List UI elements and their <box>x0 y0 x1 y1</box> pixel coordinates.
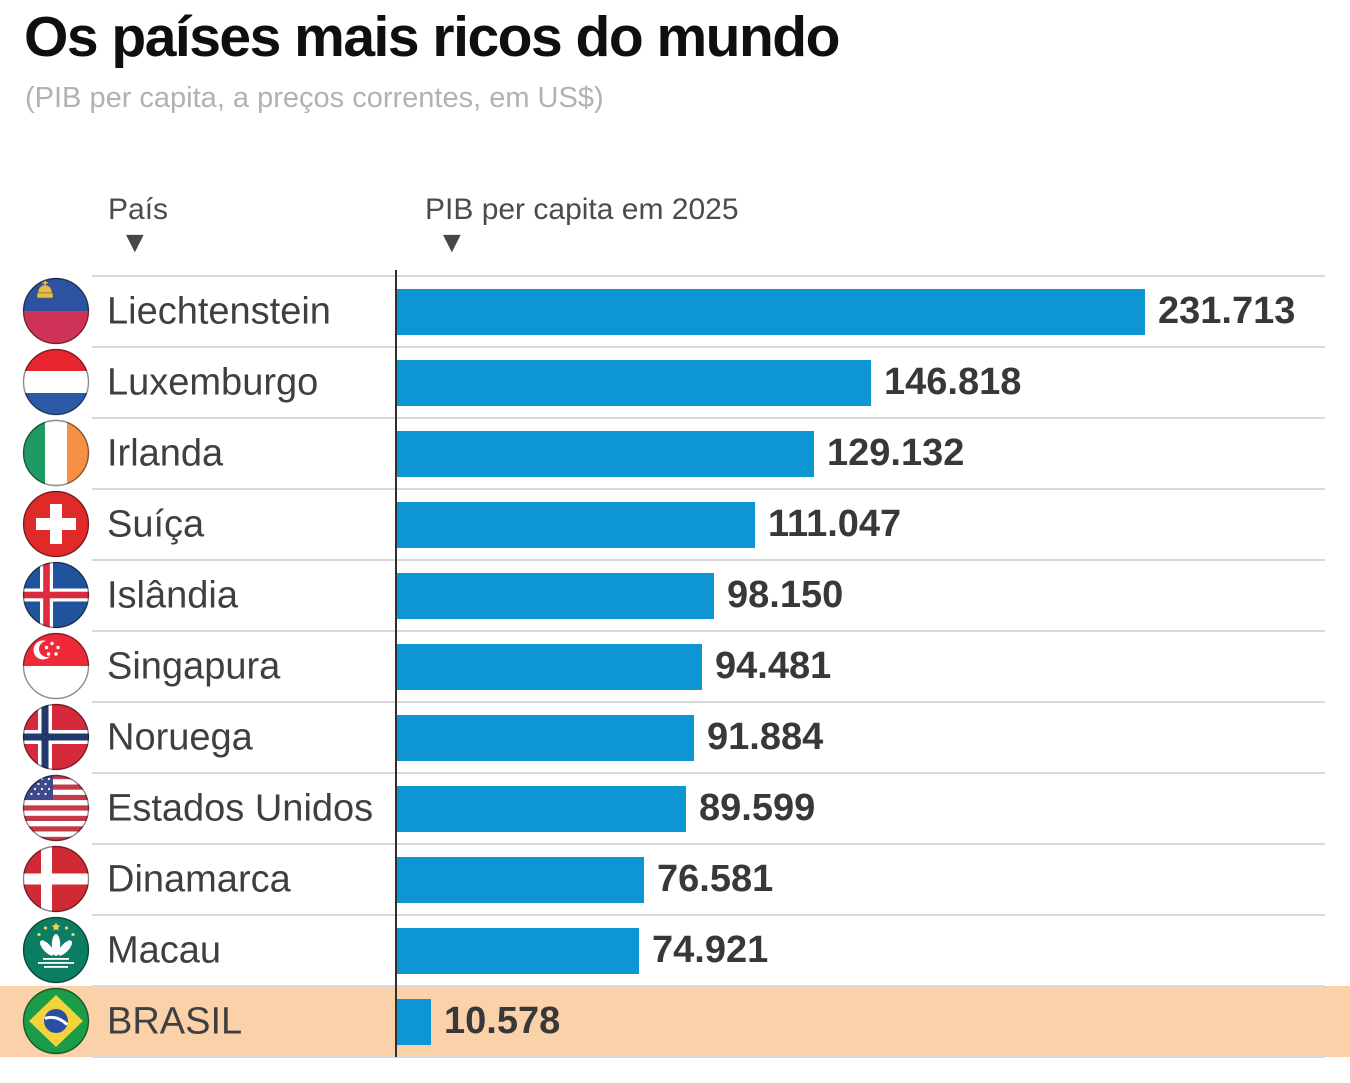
bar-track: 10.578 <box>397 986 1350 1057</box>
table-bottom-divider <box>92 1056 1325 1058</box>
bar-value: 94.481 <box>715 645 832 687</box>
flag-singapura-icon <box>22 632 90 700</box>
country-name: Luxemburgo <box>107 361 319 403</box>
flag-brasil-icon <box>22 987 90 1055</box>
flag-luxemburgo-icon <box>22 348 90 416</box>
chart-axis-line <box>395 270 397 1057</box>
bar-dinamarca <box>397 856 644 903</box>
bar-track: 98.150 <box>397 560 1350 631</box>
table-row: Islândia 98.150 <box>0 559 1350 631</box>
table-row-highlight-brasil: BRASIL 10.578 <box>0 985 1350 1057</box>
table-row: Luxemburgo 146.818 <box>0 346 1350 418</box>
flag-suica-icon <box>22 490 90 558</box>
country-name: Estados Unidos <box>107 787 374 829</box>
bar-value: 98.150 <box>727 574 844 616</box>
country-name: Liechtenstein <box>107 290 331 332</box>
bar-track: 129.132 <box>397 418 1350 489</box>
bar-value: 89.599 <box>699 787 816 829</box>
bar-value: 76.581 <box>657 858 774 900</box>
flag-islandia-icon <box>22 561 90 629</box>
bar-track: 111.047 <box>397 489 1350 560</box>
bar-liechtenstein <box>397 288 1145 335</box>
bar-value: 231.713 <box>1158 290 1296 332</box>
bar-luxemburgo <box>397 359 871 406</box>
bar-value: 111.047 <box>768 503 902 545</box>
table-row: Suíça 111.047 <box>0 488 1350 560</box>
flag-estados-unidos-icon <box>22 774 90 842</box>
column-header-country: País <box>108 193 169 226</box>
bar-track: 94.481 <box>397 631 1350 702</box>
country-name: Noruega <box>107 716 253 758</box>
bar-track: 76.581 <box>397 844 1350 915</box>
table-row: Liechtenstein 231.713 <box>0 275 1350 347</box>
bar-value: 10.578 <box>444 1000 561 1042</box>
bar-track: 146.818 <box>397 347 1350 418</box>
bar-singapura <box>397 643 702 690</box>
bar-noruega <box>397 714 694 761</box>
chevron-down-icon: ▼ <box>437 226 467 259</box>
bar-track: 74.921 <box>397 915 1350 986</box>
country-name: Suíça <box>107 503 205 545</box>
page-subtitle: (PIB per capita, a preços correntes, em … <box>25 82 604 114</box>
country-name: BRASIL <box>107 1000 243 1042</box>
country-name: Macau <box>107 929 222 971</box>
bar-track: 231.713 <box>397 276 1350 347</box>
bar-estados-unidos <box>397 785 686 832</box>
column-header-value: PIB per capita em 2025 <box>425 193 739 226</box>
flag-irlanda-icon <box>22 419 90 487</box>
country-name: Irlanda <box>107 432 224 474</box>
flag-noruega-icon <box>22 703 90 771</box>
bar-suica <box>397 501 755 548</box>
table-row: Irlanda 129.132 <box>0 417 1350 489</box>
table-row: Singapura 94.481 <box>0 630 1350 702</box>
bar-value: 74.921 <box>652 929 769 971</box>
table-row: Dinamarca 76.581 <box>0 843 1350 915</box>
bar-track: 89.599 <box>397 773 1350 844</box>
table-row: Estados Unidos 89.599 <box>0 772 1350 844</box>
country-name: Dinamarca <box>107 858 291 900</box>
flag-macau-icon <box>22 916 90 984</box>
country-name: Islândia <box>107 574 238 616</box>
flag-liechtenstein-icon <box>22 277 90 345</box>
bar-value: 146.818 <box>884 361 1022 403</box>
bar-track: 91.884 <box>397 702 1350 773</box>
flag-dinamarca-icon <box>22 845 90 913</box>
table-row: Macau 74.921 <box>0 914 1350 986</box>
bar-islandia <box>397 572 714 619</box>
country-name: Singapura <box>107 645 281 687</box>
bar-value: 129.132 <box>827 432 965 474</box>
bar-value: 91.884 <box>707 716 824 758</box>
bar-irlanda <box>397 430 814 477</box>
bar-brasil <box>397 998 431 1045</box>
page-title: Os países mais ricos do mundo <box>24 5 840 69</box>
bar-macau <box>397 927 639 974</box>
bar-chart: Liechtenstein 231.713 Luxemburgo 146.818 <box>0 275 1350 1057</box>
table-row: Noruega 91.884 <box>0 701 1350 773</box>
chevron-down-icon: ▼ <box>120 226 150 259</box>
